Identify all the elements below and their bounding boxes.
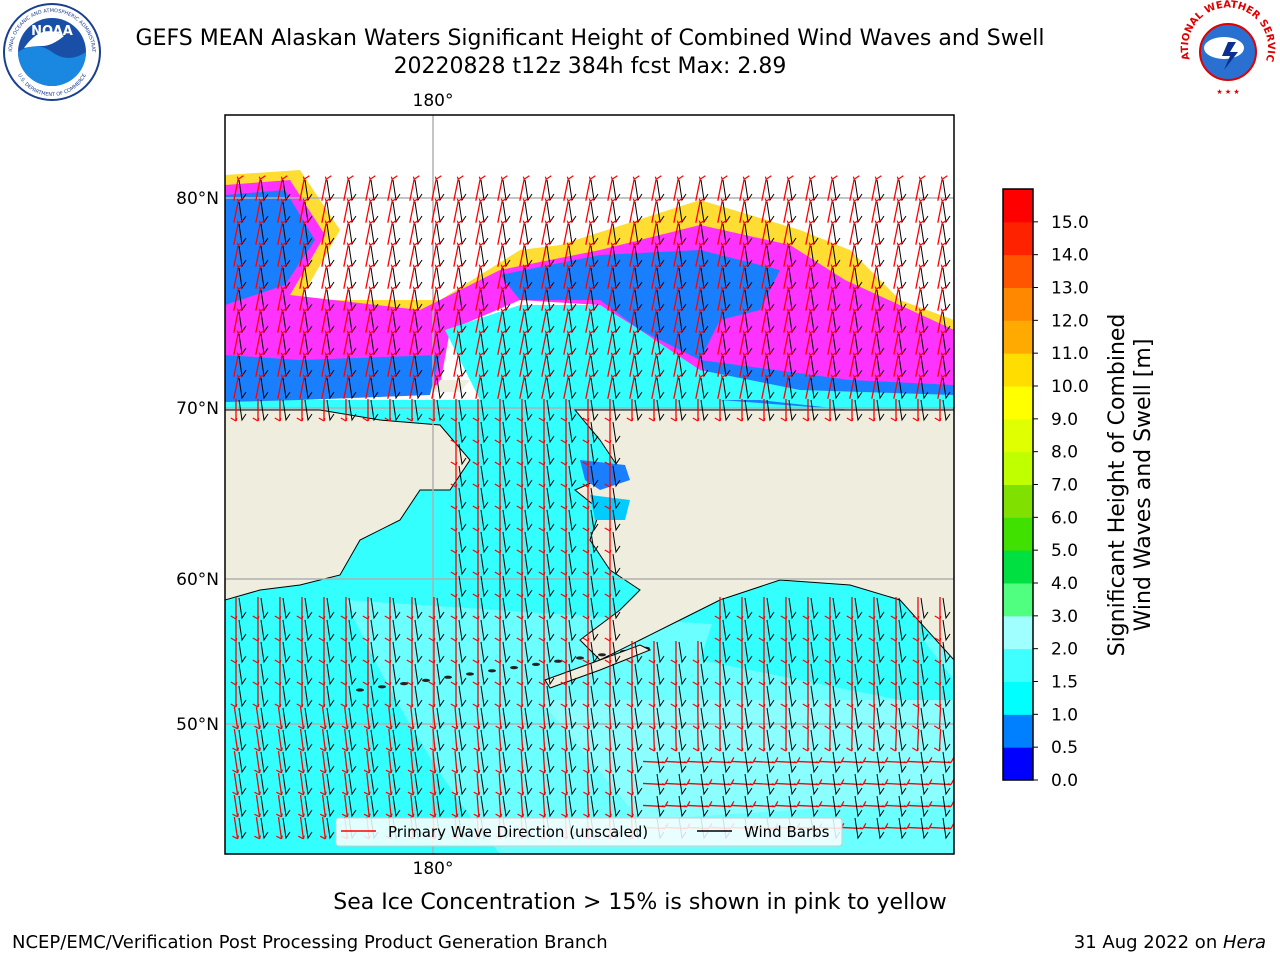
colorbar-tick-label: 11.0 <box>1051 344 1089 364</box>
colorbar-segment <box>1003 189 1033 223</box>
colorbar-tick-label: 14.0 <box>1051 246 1089 266</box>
lat-label: 60°N <box>176 570 219 590</box>
colorbar-segment <box>1003 648 1033 682</box>
colorbar-tick-label: 13.0 <box>1051 279 1089 299</box>
lat-label: 80°N <box>176 189 219 209</box>
sea-ice-note: Sea Ice Concentration > 15% is shown in … <box>333 890 947 915</box>
footer-credit: NCEP/EMC/Verification Post Processing Pr… <box>12 932 608 953</box>
colorbar-segment <box>1003 484 1033 518</box>
lat-label: 70°N <box>176 399 219 419</box>
colorbar-tick-label: 0.0 <box>1051 771 1078 791</box>
colorbar-segment <box>1003 681 1033 715</box>
colorbar-tick-label: 0.5 <box>1051 738 1078 758</box>
vector-field <box>230 175 954 840</box>
colorbar-segment <box>1003 517 1033 551</box>
colorbar-tick-label: 8.0 <box>1051 443 1078 463</box>
noaa-logo: NOAA NATIONAL OCEANIC AND ATMOSPHERIC AD… <box>2 2 101 101</box>
lat-label: 50°N <box>176 715 219 735</box>
noaa-logo-text: NOAA <box>31 24 73 39</box>
lon-label-top: 180° <box>413 91 454 111</box>
footer-date: 31 Aug 2022 on Hera <box>1074 932 1266 953</box>
chart-subtitle: 20220828 t12z 384h fcst Max: 2.89 <box>393 54 787 79</box>
nws-logo: NATIONAL WEATHER SERVICE ★ ★ ★ <box>1178 0 1276 96</box>
colorbar-segment <box>1003 615 1033 650</box>
colorbar-tick-label: 4.0 <box>1051 574 1078 594</box>
colorbar-segment <box>1003 583 1033 617</box>
legend-wave-label: Primary Wave Direction (unscaled) <box>388 823 648 841</box>
colorbar-tick-label: 1.5 <box>1051 673 1078 693</box>
footer-date-text: 31 Aug 2022 on <box>1073 932 1223 953</box>
colorbar-segment <box>1003 714 1033 748</box>
colorbar-segment <box>1003 418 1033 453</box>
chart-title: GEFS MEAN Alaskan Waters Significant Hei… <box>135 26 1045 51</box>
colorbar-tick-label: 12.0 <box>1051 311 1089 331</box>
colorbar-tick-label: 5.0 <box>1051 541 1078 561</box>
svg-text:★ ★ ★: ★ ★ ★ <box>1216 88 1239 96</box>
colorbar-tick-label: 10.0 <box>1051 377 1089 397</box>
colorbar: 0.0 0.5 1.0 1.5 2.0 3.0 4.0 5.0 6.0 7.0 8.0 9.0 10.0… <box>1002 188 1156 791</box>
chukchi-sea <box>445 305 954 510</box>
colorbar-label: Significant Height of CombinedWind Waves… <box>1105 314 1156 657</box>
colorbar-segment <box>1003 747 1033 781</box>
colorbar-segment <box>1003 287 1033 321</box>
colorbar-tick-label: 6.0 <box>1051 508 1078 528</box>
map-legend: Primary Wave Direction (unscaled) Wind Ba… <box>335 817 843 847</box>
colorbar-tick-label: 1.0 <box>1051 705 1078 725</box>
colorbar-segment <box>1003 386 1033 420</box>
colorbar-segment <box>1003 353 1033 387</box>
colorbar-tick-label: 7.0 <box>1051 476 1078 496</box>
lon-label-bottom: 180° <box>413 859 454 879</box>
colorbar-tick-label: 15.0 <box>1051 213 1089 233</box>
legend-barb-label: Wind Barbs <box>744 823 830 841</box>
colorbar-segment <box>1003 320 1033 354</box>
map-frame <box>224 114 955 855</box>
land-alaska <box>573 409 954 661</box>
colorbar-segment <box>1003 254 1033 288</box>
footer-host: Hera <box>1222 932 1266 953</box>
colorbar-tick-label: 9.0 <box>1051 410 1078 430</box>
colorbar-segment <box>1003 550 1033 584</box>
colorbar-segment <box>1003 221 1033 256</box>
colorbar-segment <box>1003 451 1033 485</box>
colorbar-tick-label: 2.0 <box>1051 640 1078 660</box>
map-area <box>225 115 954 854</box>
colorbar-tick-label: 3.0 <box>1051 607 1078 627</box>
